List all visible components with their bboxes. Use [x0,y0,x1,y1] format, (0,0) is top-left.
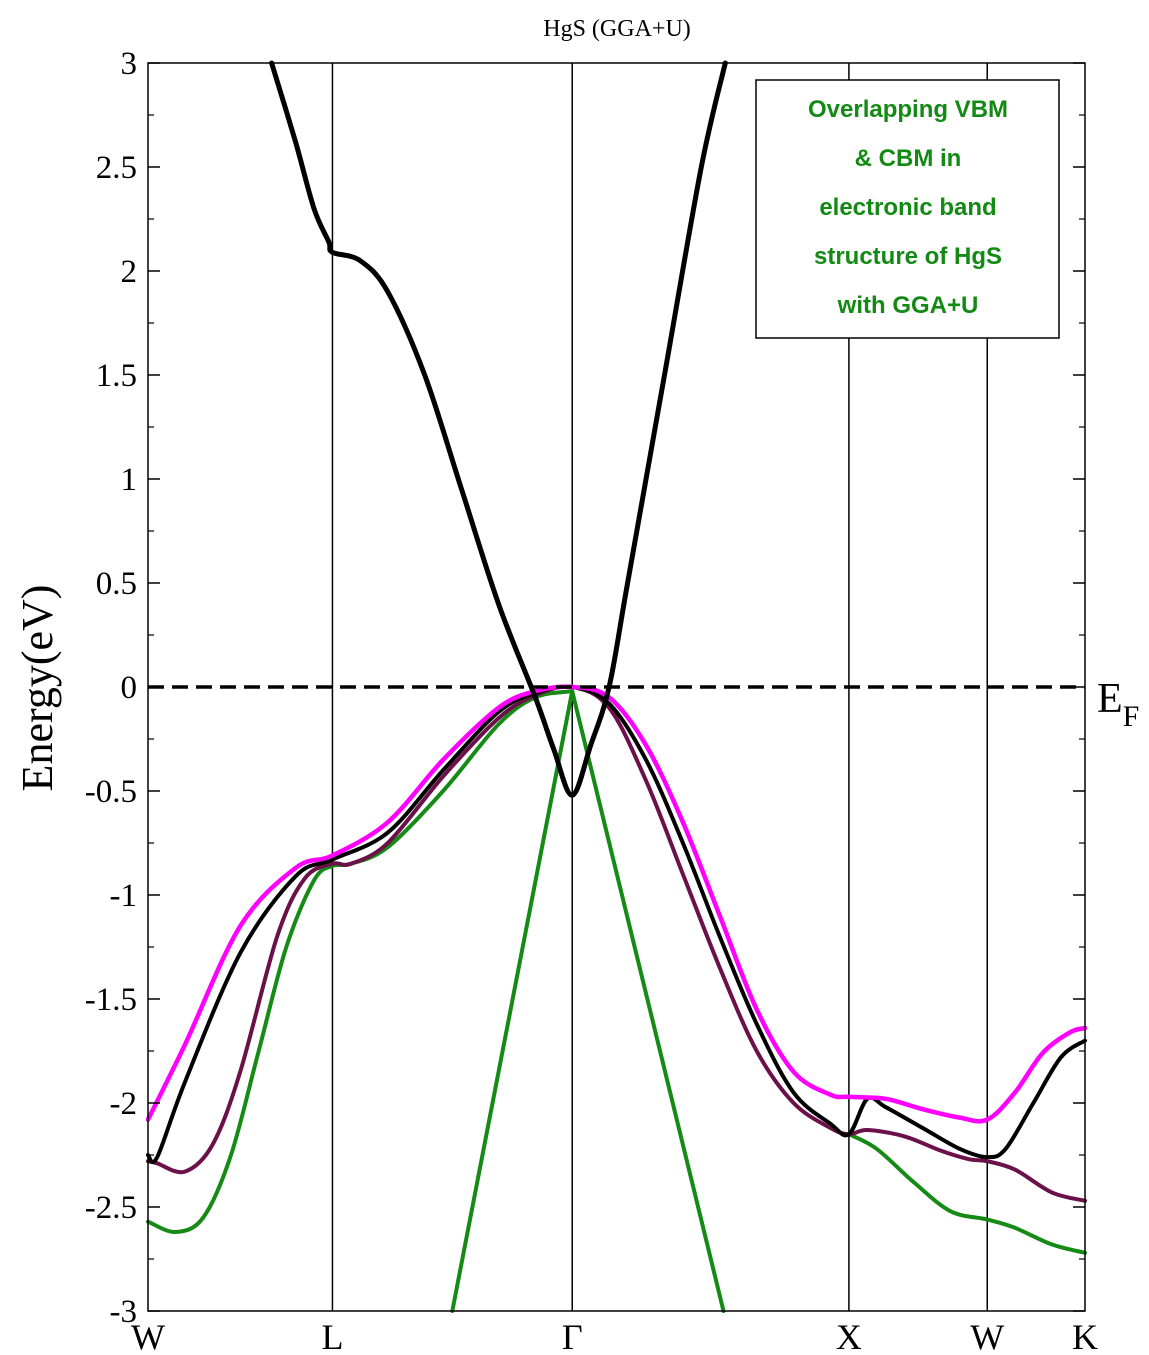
plot-frame [147,62,1086,1312]
y-tick-label: 0.5 [96,566,137,602]
y-tick-label: 2.5 [96,150,137,186]
y-tick-label: 0 [121,670,138,706]
kpoint-label: W [131,1317,165,1355]
kpoint-label: L [321,1317,343,1355]
kpoint-label: K [1072,1317,1098,1355]
y-tick-label: -1.5 [85,982,137,1018]
y-tick-label: -3 [110,1294,138,1330]
band-line [146,684,1087,1164]
y-tick-label: 1 [121,462,138,498]
annotation-frame [755,79,1060,339]
y-tick-labels: 3 2.5 2 1.5 1 0.5 0 -0.5 -1 -1.5 -2 -2.5 -3 [85,46,137,1330]
kpoint-label: W [970,1317,1004,1355]
kpoint-label: Γ [562,1317,583,1355]
chart-title: HgS (GGA+U) [543,16,691,42]
band-line [846,1132,1087,1255]
kpoint-label: X [836,1317,862,1355]
fermi-label: EF [1097,676,1139,733]
fermi-label-main: E [1097,676,1123,722]
fermi-label-sub: F [1123,700,1140,733]
y-tick-label: -0.5 [85,774,137,810]
band-line [145,684,1088,1124]
annotation-line: structure of HgS [814,243,1002,270]
annotation-line: Overlapping VBM [808,96,1008,123]
annotation-line: electronic band [819,194,996,221]
y-tick-label: -2.5 [85,1190,137,1226]
y-tick-label: -1 [110,878,138,914]
annotation-line: & CBM in [855,145,962,172]
band-line [269,60,728,798]
band-line [146,684,1087,1203]
annotation-box: Overlapping VBM & CBM in electronic band st… [755,79,1060,339]
y-tick-label: 2 [121,254,138,290]
band-line [146,689,575,1234]
y-axis-label: Energy(eV) [13,585,62,792]
y-tick-label: 3 [121,46,138,82]
band-line [450,689,726,1313]
y-tick-label: 1.5 [96,358,137,394]
band-series [145,60,1088,1313]
annotation-line: with GGA+U [837,292,979,319]
y-tick-label: -2 [110,1086,138,1122]
